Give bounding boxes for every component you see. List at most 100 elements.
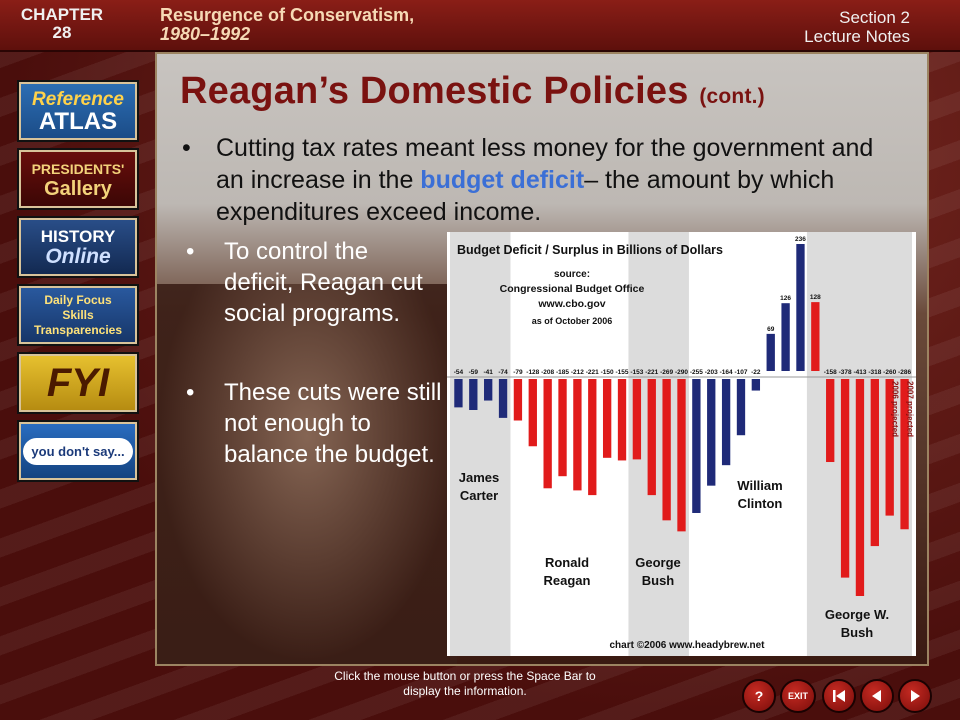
chart-title: Budget Deficit / Surplus in Billions of … — [457, 243, 723, 257]
bar-value-label: -153 — [630, 369, 643, 376]
help-button[interactable]: ? — [742, 679, 776, 713]
bar — [826, 379, 835, 463]
sidebar: Reference ATLAS PRESIDENTS' Gallery HIST… — [0, 52, 152, 720]
bar-value-label: -164 — [720, 369, 733, 376]
reference-atlas-label-top: Reference — [32, 89, 124, 110]
bar — [632, 379, 642, 460]
bullet-icon: • — [182, 134, 191, 162]
bar — [721, 379, 731, 466]
presidents-gallery-label-bottom: Gallery — [44, 178, 112, 200]
daily-focus-button[interactable]: Daily Focus Skills Transparencies — [17, 284, 139, 346]
projected-label: 2007 projected — [906, 381, 915, 437]
bullet-icon: • — [186, 379, 195, 406]
chart-source-line: www.cbo.gov — [537, 298, 605, 310]
chart-source-line: Congressional Budget Office — [500, 283, 645, 295]
president-name: Bush — [841, 625, 874, 640]
bar — [528, 379, 537, 447]
bar-value-label: -54 — [454, 369, 464, 376]
bar — [811, 302, 820, 371]
bar — [543, 379, 552, 489]
bar — [885, 379, 894, 516]
previous-slide-button[interactable] — [860, 679, 894, 713]
footer-instruction: Click the mouse button or press the Spac… — [334, 669, 596, 698]
bar-value-label: -150 — [601, 369, 614, 376]
bar-value-label: -221 — [645, 369, 658, 376]
previous-icon — [872, 690, 881, 702]
budget-chart: -54 -59 -41 -74 -79 -128 -208 -185 -212 -221 -150-… — [447, 232, 916, 656]
bar — [751, 379, 761, 391]
bar-value-label: -155 — [616, 369, 629, 376]
president-band — [450, 232, 511, 656]
bar — [677, 379, 686, 532]
bullet-icon: • — [186, 238, 195, 265]
bar — [766, 333, 775, 371]
exit-label: EXIT — [787, 691, 808, 701]
next-slide-button[interactable] — [898, 679, 932, 713]
history-online-button[interactable]: HISTORY Online — [17, 216, 139, 278]
section-label: Section 2 — [839, 8, 910, 27]
bar-value-label: 126 — [780, 295, 791, 302]
slide-title: Reagan’s Domestic Policies (cont.) — [180, 70, 765, 113]
chapter-label: CHAPTER — [20, 5, 104, 24]
bar — [662, 379, 671, 521]
bar-value-label: -208 — [541, 369, 554, 376]
bar-value-label: -318 — [868, 369, 881, 376]
bar — [870, 379, 879, 547]
topic-title: Resurgence of Conservatism, — [160, 5, 415, 25]
chart-source-line: as of October 2006 — [532, 316, 613, 326]
bar-value-label: -290 — [675, 369, 688, 376]
next-icon — [911, 690, 920, 702]
bar — [558, 379, 567, 477]
main-bullet: • Cutting tax rates meant less money for… — [182, 132, 906, 228]
fyi-label: FYI — [46, 360, 110, 405]
bar — [588, 379, 597, 496]
sub-bullet-2: • These cuts were still not enough to ba… — [186, 377, 444, 470]
bar-value-label: -260 — [883, 369, 896, 376]
you-dont-say-button[interactable]: you don't say... — [17, 420, 139, 482]
bar-value-label: -269 — [660, 369, 673, 376]
reference-atlas-button[interactable]: Reference ATLAS — [17, 80, 139, 142]
bar-value-label: -185 — [556, 369, 569, 376]
president-name: Ronald — [545, 555, 589, 570]
lecture-label: Lecture Notes — [804, 27, 910, 46]
fyi-button[interactable]: FYI — [17, 352, 139, 414]
daily-focus-label-bottom: Transparencies — [33, 322, 123, 337]
chapter-badge: CHAPTER 28 — [12, 6, 112, 42]
bar-value-label: 236 — [795, 236, 806, 243]
sub-bullet-1-text: To control the deficit, Reagan cut socia… — [224, 238, 423, 327]
bar-value-label: -221 — [586, 369, 599, 376]
bar — [736, 379, 746, 436]
bar — [602, 379, 612, 458]
sub-bullet-1: • To control the deficit, Reagan cut soc… — [186, 236, 444, 329]
bar — [796, 244, 805, 371]
president-name: Clinton — [738, 496, 783, 511]
projected-label: 2006 projected — [891, 381, 900, 437]
bar — [498, 379, 508, 418]
president-name: Bush — [642, 573, 675, 588]
bar-value-label: -378 — [839, 369, 852, 376]
bar-value-label: -22 — [751, 369, 761, 376]
bar-value-label: -79 — [513, 369, 523, 376]
bar — [469, 379, 478, 410]
presidents-gallery-button[interactable]: PRESIDENTS' Gallery — [17, 148, 139, 210]
bar — [454, 379, 463, 408]
bar-value-label: -255 — [690, 369, 703, 376]
bar — [692, 379, 701, 513]
first-slide-button[interactable] — [822, 679, 856, 713]
main-bullet-text-2: – the amount by which expenditures excee… — [216, 166, 835, 226]
president-name: Reagan — [544, 573, 591, 588]
history-online-label-top: HISTORY — [40, 227, 116, 246]
main-bullet-text-1: Cutting tax rates meant less money for t… — [216, 134, 874, 194]
bar-value-label: -203 — [705, 369, 718, 376]
presidents-gallery-label-top: PRESIDENTS' — [31, 161, 125, 177]
bar-value-label: -158 — [824, 369, 837, 376]
bar — [647, 379, 656, 496]
help-label: ? — [754, 688, 764, 704]
exit-button[interactable]: EXIT — [780, 679, 816, 713]
chart-credit: chart ©2006 www.headybrew.net — [609, 640, 765, 651]
topic-years: 1980–1992 — [160, 24, 251, 44]
first-icon — [833, 690, 845, 702]
history-online-label-bottom: Online — [45, 245, 111, 268]
bar — [513, 379, 523, 421]
bar-value-label: -413 — [853, 369, 866, 376]
